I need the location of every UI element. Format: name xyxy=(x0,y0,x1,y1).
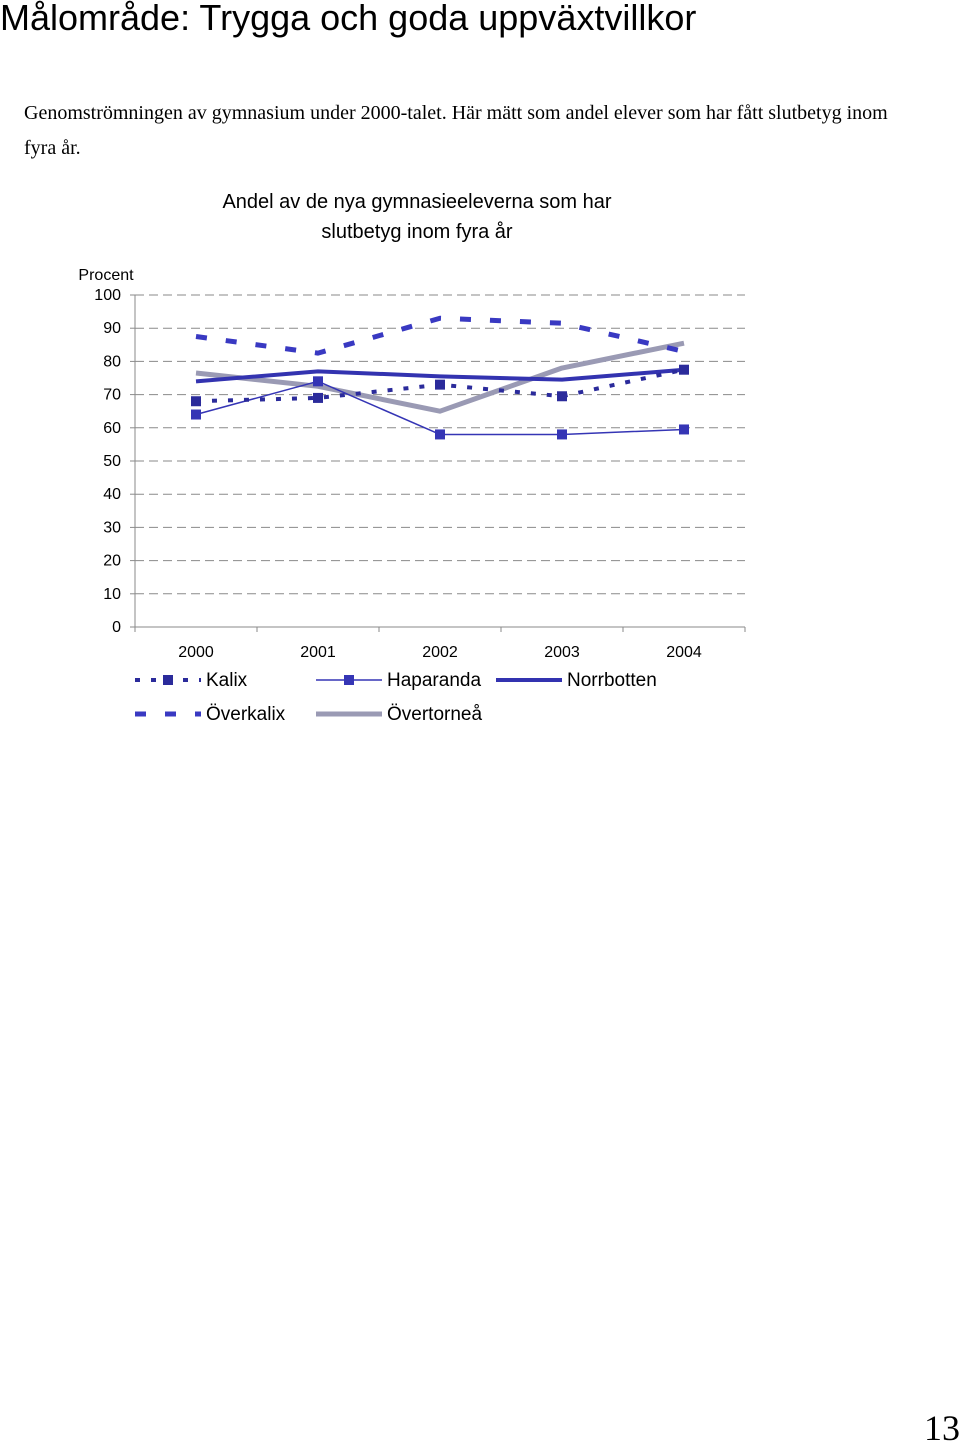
y-tick-label: 30 xyxy=(103,519,121,536)
intro-text: Genomströmningen av gymnasium under 2000… xyxy=(24,102,888,159)
y-tick-label: 100 xyxy=(94,287,121,304)
y-tick-label: 80 xyxy=(103,353,121,370)
line-chart: Andel av de nya gymnasieeleverna som har… xyxy=(78,191,746,725)
y-tick-label: 10 xyxy=(103,586,121,603)
data-point xyxy=(679,424,689,435)
chart-title-line: Andel av de nya gymnasieeleverna som har xyxy=(222,191,611,213)
x-tick-label: 2001 xyxy=(300,644,336,661)
data-point xyxy=(435,429,445,440)
y-tick-label: 0 xyxy=(112,619,121,636)
y-tick-label: 20 xyxy=(103,553,121,570)
page-number: 13 xyxy=(924,1408,960,1448)
legend-label: Norrbotten xyxy=(567,670,657,691)
data-point xyxy=(313,376,323,387)
y-tick-label: 90 xyxy=(103,320,121,337)
page-heading: Målområde: Trygga och goda uppväxtvillko… xyxy=(0,0,697,38)
x-tick-label: 2002 xyxy=(422,644,458,661)
data-point xyxy=(679,364,689,375)
data-point xyxy=(435,379,445,390)
series-line-övertorneå xyxy=(195,340,685,414)
legend-marker xyxy=(163,675,173,685)
legend-label: Haparanda xyxy=(387,670,481,691)
legend-label: Övertorneå xyxy=(387,704,482,725)
x-tick-label: 2004 xyxy=(666,644,702,661)
x-tick-label: 2000 xyxy=(178,644,214,661)
legend-marker xyxy=(344,675,354,685)
series-line-överkalix xyxy=(195,315,685,356)
chart-title-line: slutbetyg inom fyra år xyxy=(321,221,513,243)
y-tick-label: 40 xyxy=(103,486,121,503)
y-tick-label: 70 xyxy=(103,387,121,404)
series-line-norrbotten xyxy=(195,367,685,384)
y-tick-label: 60 xyxy=(103,420,121,437)
legend-label: Överkalix xyxy=(206,704,286,725)
data-point xyxy=(313,392,323,403)
data-point xyxy=(191,396,201,407)
x-tick-label: 2003 xyxy=(544,644,580,661)
legend-label: Kalix xyxy=(206,670,248,691)
y-tick-label: 50 xyxy=(103,453,121,470)
data-point xyxy=(557,429,567,440)
y-axis-label: Procent xyxy=(78,267,134,284)
data-point xyxy=(557,391,567,402)
data-point xyxy=(191,409,201,420)
